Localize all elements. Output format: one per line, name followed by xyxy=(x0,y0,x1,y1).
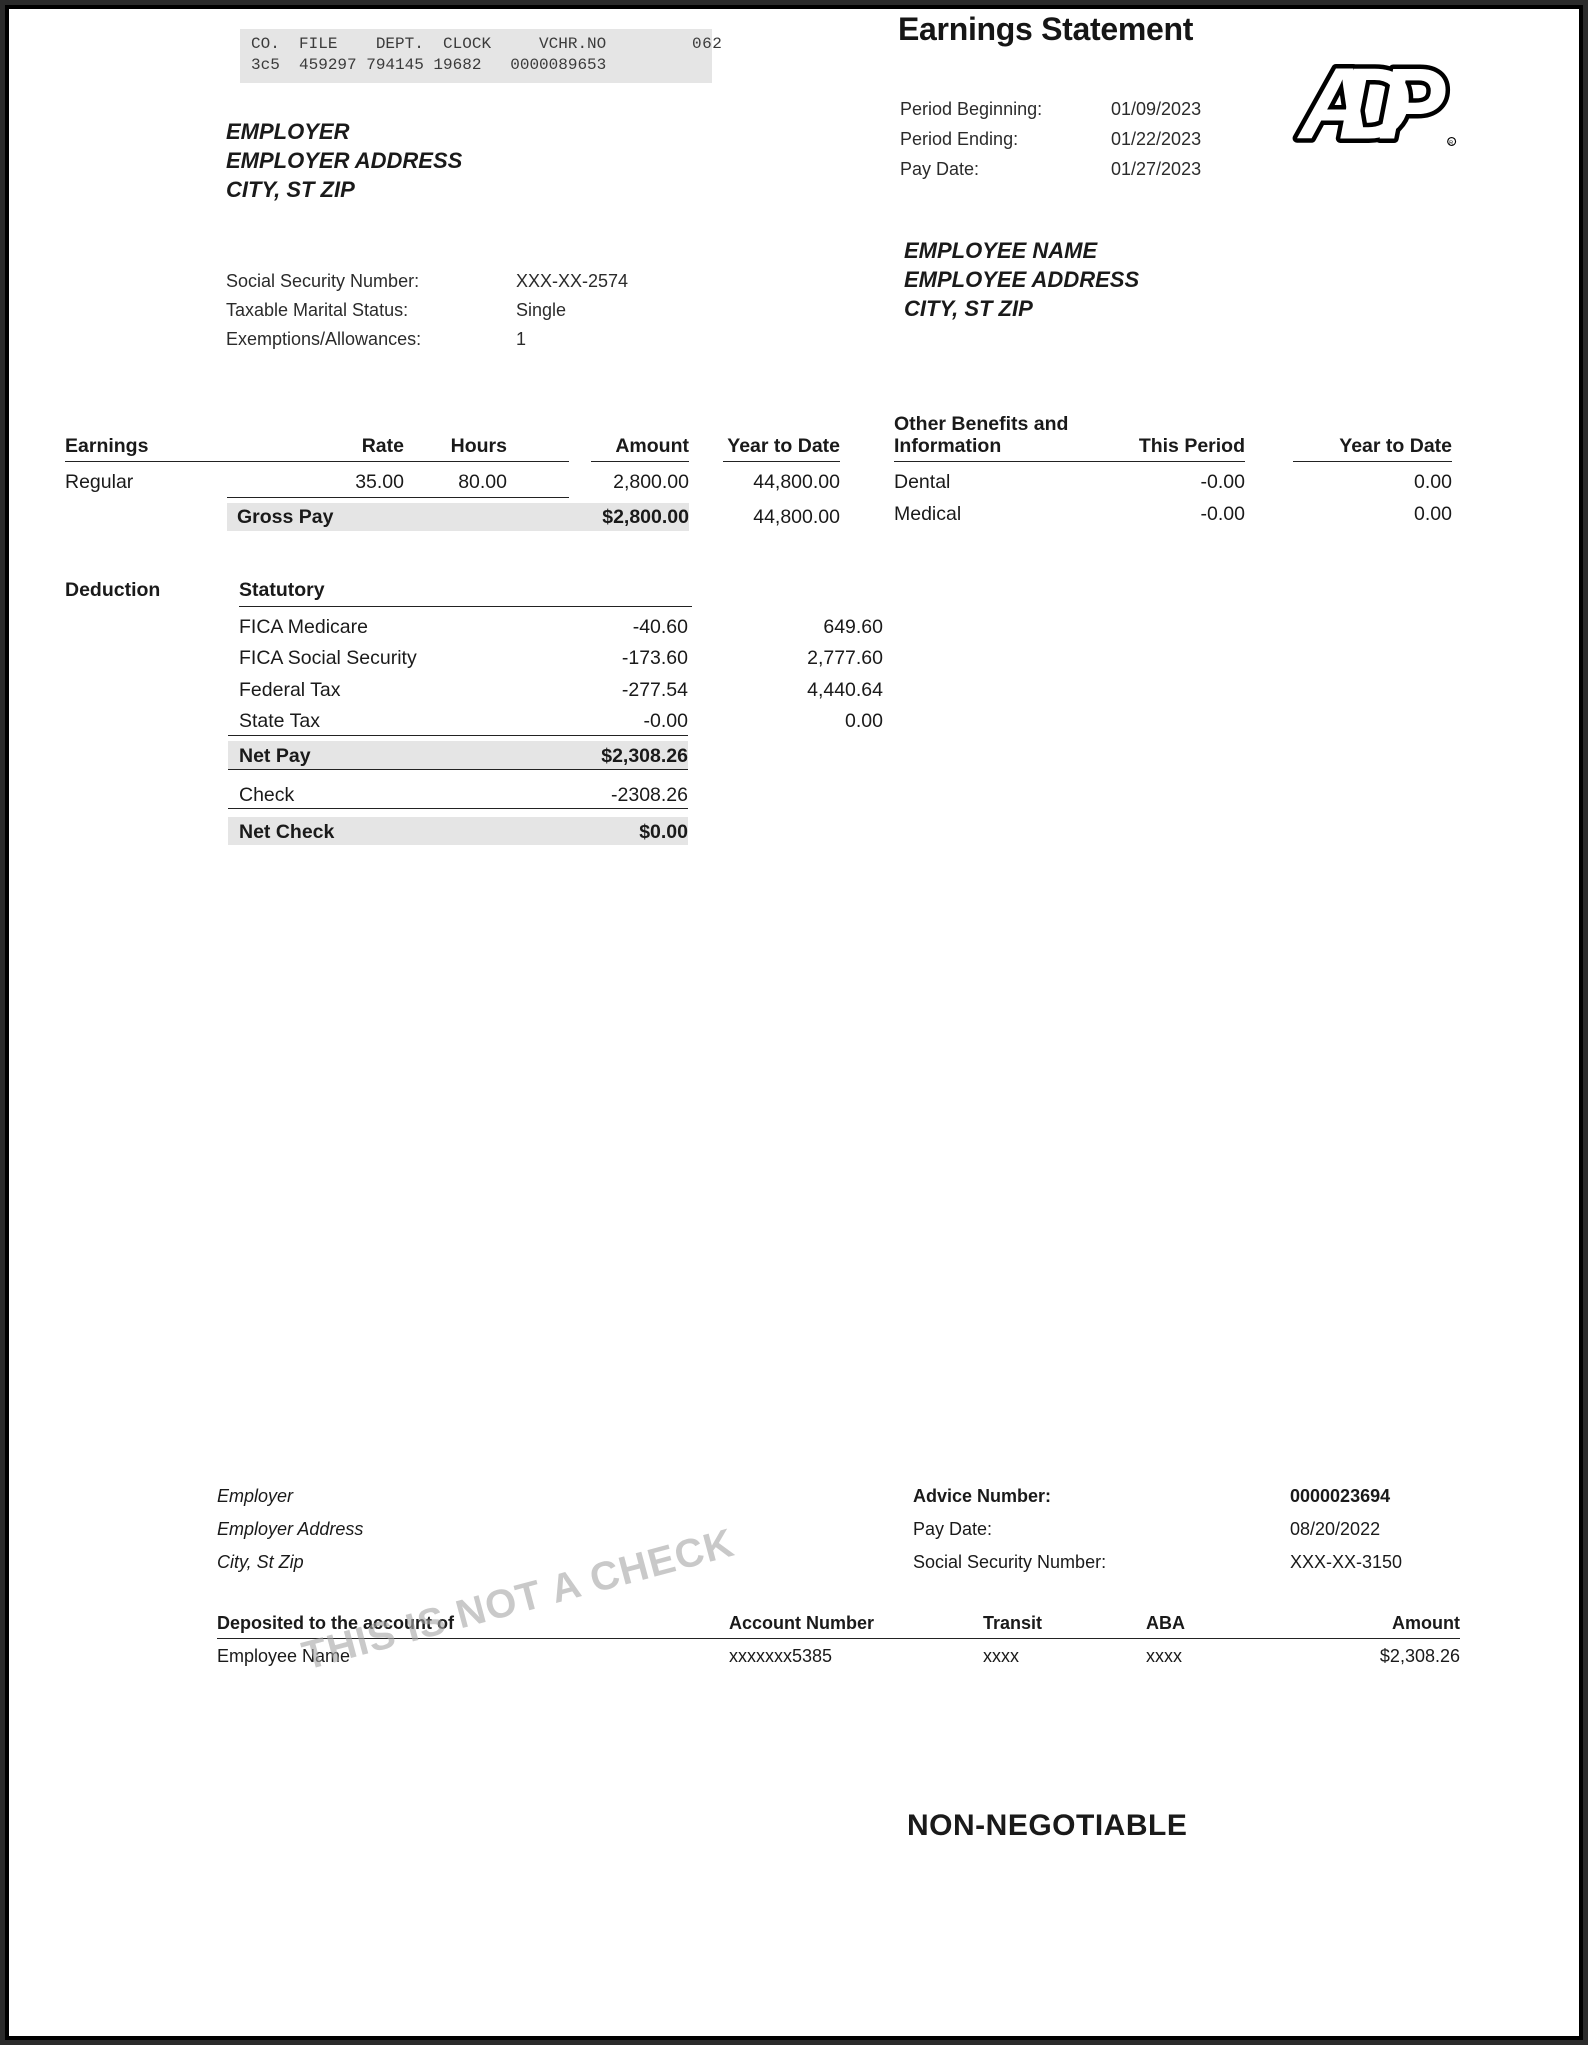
svg-text:R: R xyxy=(1449,140,1453,146)
svg-text:ADP: ADP xyxy=(1296,47,1446,160)
